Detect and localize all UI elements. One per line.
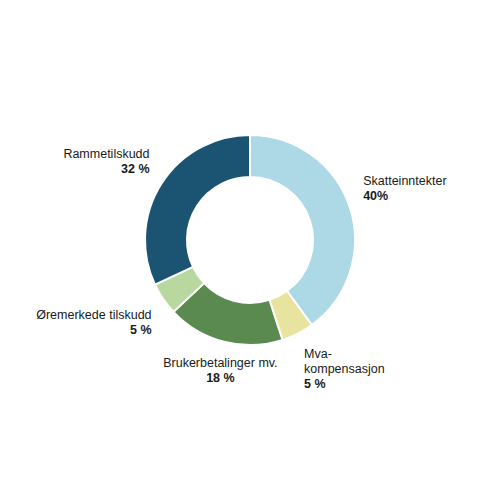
chart-container: Skatteinntekter40%Mva-kompensasjon5 %Bru… xyxy=(0,0,500,500)
slice-label: Øremerkede tilskudd xyxy=(36,308,151,322)
chart-svg: Skatteinntekter40%Mva-kompensasjon5 %Bru… xyxy=(0,0,500,500)
slice xyxy=(250,135,355,325)
value-label: 40% xyxy=(363,189,388,203)
slice-label-line: Brukerbetalinger mv. xyxy=(163,356,277,370)
value-label: 18 % xyxy=(206,371,235,385)
slice-label: Brukerbetalinger mv. xyxy=(163,356,277,370)
slice-label-line: Mva- xyxy=(304,347,332,361)
slice-label-line: Rammetilskudd xyxy=(63,147,149,161)
slice-label: Skatteinntekter xyxy=(363,174,446,188)
slice-label-line: kompensasjon xyxy=(304,362,385,376)
value-label: 5 % xyxy=(304,377,326,391)
value-label: 5 % xyxy=(130,323,152,337)
slice-label-line: Øremerkede tilskudd xyxy=(36,308,151,322)
slice xyxy=(145,135,250,285)
slice-label: Mva-kompensasjon xyxy=(304,347,385,376)
slice-label-line: Skatteinntekter xyxy=(363,174,446,188)
value-label: 32 % xyxy=(121,162,150,176)
slice-label: Rammetilskudd xyxy=(63,147,149,161)
labels: Skatteinntekter40%Mva-kompensasjon5 %Bru… xyxy=(36,147,446,391)
slices xyxy=(145,135,355,345)
